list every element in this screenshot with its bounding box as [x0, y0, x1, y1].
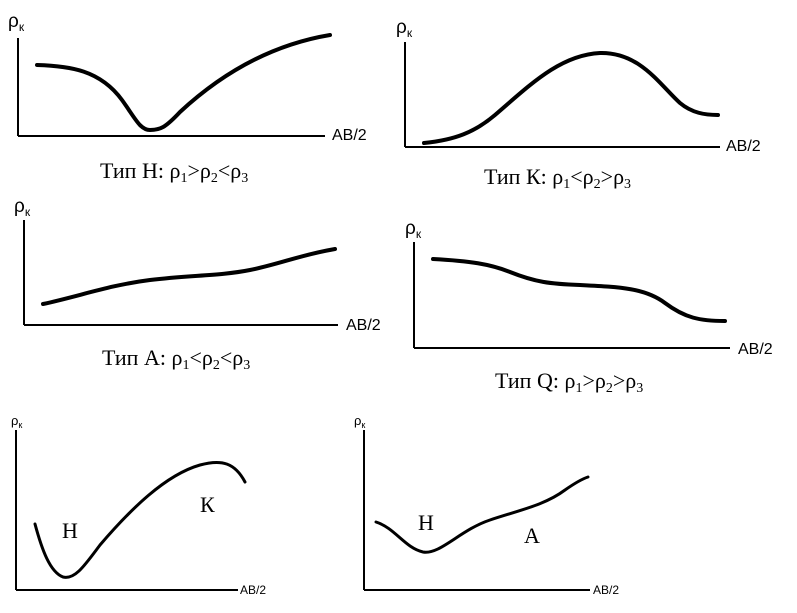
panel-combined-hk: ρк АВ/2 Н К — [11, 413, 266, 597]
caption-type-h: Тип Н: ρ1>ρ2<ρ3 — [100, 158, 248, 186]
x-axis-label: АВ/2 — [332, 127, 367, 144]
label-a: А — [524, 523, 540, 548]
caption-type-a: Тип А: ρ1<ρ2<ρ3 — [102, 345, 250, 373]
x-axis-label: АВ/2 — [593, 583, 619, 597]
label-h: Н — [62, 518, 78, 543]
caption-type-k: Тип К: ρ1<ρ2>ρ3 — [484, 164, 631, 192]
y-axis-label: ρк — [354, 413, 365, 430]
y-axis-label: ρк — [8, 11, 25, 34]
y-axis-label: ρк — [11, 413, 22, 430]
curve-type-k — [422, 50, 720, 145]
curve-type-h — [35, 33, 332, 132]
x-axis-label: АВ/2 — [726, 138, 761, 155]
x-axis-label: АВ/2 — [240, 583, 266, 597]
y-axis-label: ρк — [405, 218, 422, 241]
x-axis-label: АВ/2 — [346, 317, 381, 334]
curve-combined-ha — [374, 475, 590, 554]
panel-type-q: ρк АВ/2 Тип Q: ρ1>ρ2>ρ3 — [405, 218, 773, 396]
curve-combined-hk — [33, 460, 247, 579]
y-axis-label: ρк — [396, 17, 413, 40]
curve-type-q — [431, 257, 727, 323]
label-k: К — [200, 492, 215, 517]
label-h: Н — [418, 510, 434, 535]
caption-type-q: Тип Q: ρ1>ρ2>ρ3 — [495, 368, 643, 396]
panel-combined-ha: ρк АВ/2 Н А — [354, 413, 619, 597]
panel-type-k: ρк АВ/2 Тип К: ρ1<ρ2>ρ3 — [396, 17, 761, 192]
panel-type-a: ρк АВ/2 Тип А: ρ1<ρ2<ρ3 — [14, 196, 381, 373]
curve-type-a — [41, 247, 337, 306]
panel-type-h: ρк АВ/2 Тип Н: ρ1>ρ2<ρ3 — [8, 11, 367, 186]
y-axis-label: ρк — [14, 196, 31, 219]
x-axis-label: АВ/2 — [738, 341, 773, 358]
